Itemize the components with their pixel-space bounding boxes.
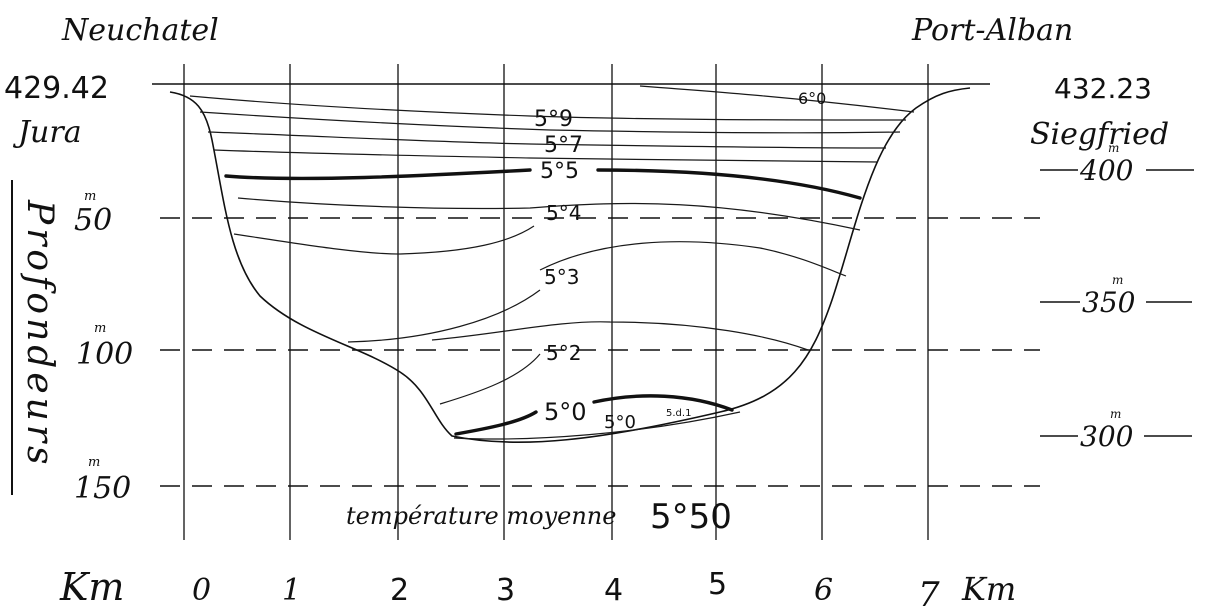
x-tick-2: 2 xyxy=(390,573,409,608)
isotherm-5-0-left xyxy=(454,410,538,436)
isotherm-5-5-right xyxy=(596,168,862,200)
isotherm-5-9 xyxy=(189,95,907,121)
lake-basin-outline xyxy=(169,87,971,444)
x-tick-1: 1 xyxy=(282,573,301,608)
x-axis-unit-right: Km xyxy=(961,570,1016,608)
isotherm-label-5-0b: 5°0 xyxy=(604,412,636,433)
left-axis-title: Profondeurs xyxy=(11,180,60,495)
right-tick-400: 400 xyxy=(1079,154,1133,187)
isotherm-5-4b xyxy=(233,225,535,255)
station-left-label: Neuchatel xyxy=(61,13,219,48)
isotherm-label-5-d-1: 5.d.1 xyxy=(666,408,691,419)
x-axis-unit-left: Km xyxy=(59,565,124,609)
caption-text: température moyenne xyxy=(346,502,616,530)
isotherm-5-6 xyxy=(213,149,879,163)
x-tick-5: 5 xyxy=(708,567,727,602)
right-tick-400-unit: m xyxy=(1108,141,1119,155)
isotherm-label-5-3: 5°3 xyxy=(544,265,579,289)
right-elevation-source: Siegfried xyxy=(1030,117,1169,152)
isotherm-5-4 xyxy=(237,197,861,231)
left-axis-title-text: Profondeurs xyxy=(19,199,60,469)
isotherm-5-3 xyxy=(539,241,847,277)
right-elevation-label: 432.23 xyxy=(1054,72,1152,105)
isotherm-label-5-2: 5°2 xyxy=(546,341,581,365)
left-tick-100-unit: m xyxy=(94,321,106,336)
left-tick-150-unit: m xyxy=(88,455,100,470)
isotherm-label-5-9: 5°9 xyxy=(534,107,573,132)
left-elevation-label: 429.42 xyxy=(4,71,109,106)
right-tick-350: 350 xyxy=(1082,286,1135,319)
isotherm-6-0 xyxy=(639,85,915,113)
isotherm-5-1 xyxy=(439,353,541,405)
left-tick-50-unit: m xyxy=(84,189,96,204)
station-right-label: Port-Alban xyxy=(911,13,1073,48)
isotherm-label-5-7: 5°7 xyxy=(544,133,583,158)
left-tick-150: 150 xyxy=(74,471,131,506)
isotherm-5-05 xyxy=(453,411,741,440)
isotherm-label-5-0: 5°0 xyxy=(544,398,587,426)
isotherm-5-8 xyxy=(199,111,901,134)
x-tick-3: 3 xyxy=(496,573,515,608)
isotherm-5-7 xyxy=(207,131,887,149)
isotherm-label-6-0: 6°0 xyxy=(798,89,826,108)
isotherm-5-3b xyxy=(347,289,541,343)
left-elevation-source: Jura xyxy=(12,115,82,150)
right-tick-300-unit: m xyxy=(1110,407,1121,421)
isotherm-5-5-left xyxy=(224,168,532,181)
isotherm-label-5-5: 5°5 xyxy=(540,159,579,184)
right-tick-300: 300 xyxy=(1080,420,1133,453)
x-tick-0: 0 xyxy=(192,573,211,608)
x-tick-6: 6 xyxy=(814,573,833,608)
isotherm-5-2 xyxy=(431,321,809,351)
isotherm-label-5-4: 5°4 xyxy=(546,201,581,225)
x-tick-4: 4 xyxy=(604,573,623,608)
right-tick-350-unit: m xyxy=(1112,273,1123,287)
left-tick-50: 50 xyxy=(74,203,112,238)
x-tick-7: 7 xyxy=(918,575,940,611)
caption-value: 5°50 xyxy=(650,497,732,537)
isotherm-5-0-right xyxy=(592,394,734,412)
left-tick-100: 100 xyxy=(76,337,133,372)
